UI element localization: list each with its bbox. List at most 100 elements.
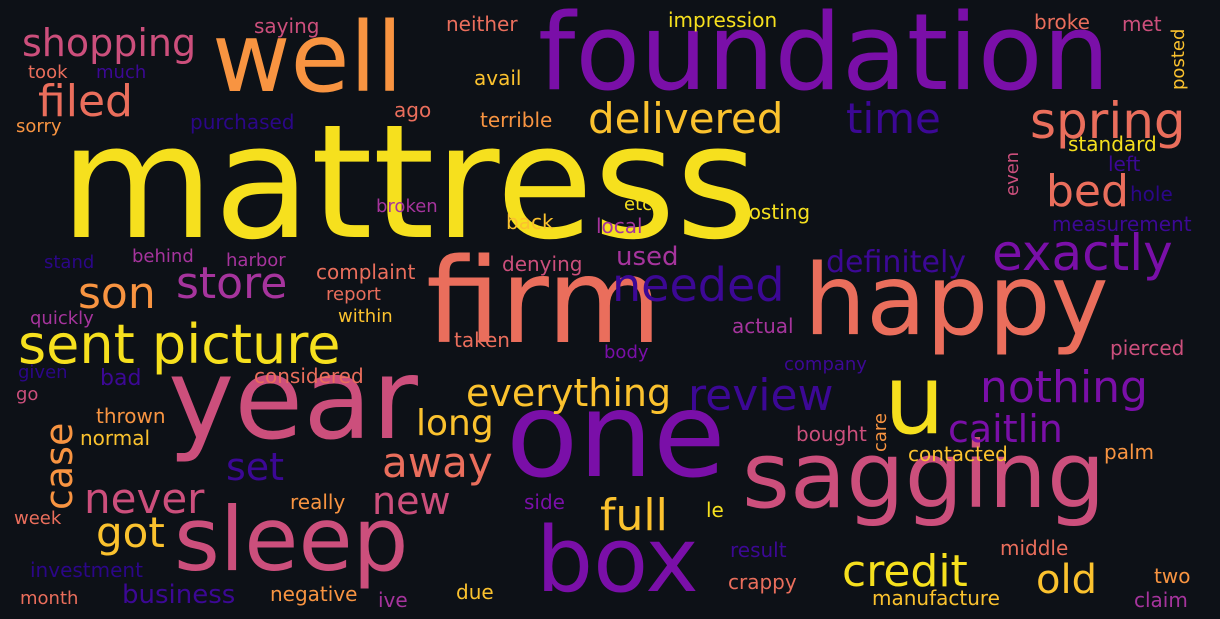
word-due: due [456,580,494,604]
word-met: met [1122,12,1162,36]
word-one: one [506,366,726,504]
word-sleep: sleep [174,488,409,591]
word-saying: saying [254,14,320,38]
word-posting: posting [736,200,811,224]
word-report: report [326,284,381,305]
word-behind: behind [132,246,194,267]
word-long: long [416,403,494,444]
word-u: u [884,344,945,456]
word-palm: palm [1104,440,1154,464]
word-contacted: contacted [908,442,1008,466]
word-company: company [784,354,867,375]
word-happy: happy [804,244,1109,358]
word-set: set [226,445,285,489]
word-side: side [524,490,565,514]
word-etc: etc [624,194,653,215]
word-really: really [290,490,346,514]
word-claim: claim [1134,588,1188,612]
word-mattress: mattress [60,91,758,275]
word-thrown: thrown [96,404,166,428]
word-considered: considered [254,364,364,388]
word-review: review [688,370,834,421]
word-middle: middle [1000,536,1069,560]
word-quickly: quickly [30,308,94,329]
word-neither: neither [446,12,518,36]
word-took: took [28,62,68,83]
word-pierced: pierced [1110,336,1185,360]
word-business: business [122,580,236,610]
word-denying: denying [502,252,583,276]
word-away: away [382,438,493,487]
word-everything: everything [466,371,672,415]
word-body: body [604,342,649,363]
word-caitlin: caitlin [948,407,1063,451]
word-avail: avail [474,66,522,90]
word-go: go [16,384,39,405]
word-actual: actual [732,314,794,338]
word-sorry: sorry [16,116,62,137]
word-two: two [1154,564,1191,588]
word-taken: taken [454,328,510,352]
word-result: result [730,538,787,562]
word-never: never [84,474,205,523]
word-used: used [616,242,679,272]
word-full: full [600,490,668,541]
word-filed: filed [38,76,133,127]
word-impression: impression [668,8,778,32]
word-le: le [706,498,724,522]
word-normal: normal [80,426,151,450]
word-time: time [846,94,941,143]
word-crappy: crappy [728,570,797,594]
word-care: care [870,412,891,452]
word-delivered: delivered [588,94,784,143]
word-sagging: sagging [742,422,1106,529]
word-bed: bed [1046,166,1129,217]
word-bought: bought [796,422,867,446]
word-measurement: measurement [1052,212,1192,236]
word-investment: investment [30,558,143,582]
word-new: new [372,479,451,523]
word-well: well [212,2,403,114]
word-purchased: purchased [190,110,295,134]
word-given: given [18,362,68,383]
word-sent-picture: sent picture [18,313,341,376]
word-month: month [20,588,79,609]
word-exactly: exactly [992,224,1173,282]
word-within: within [338,306,393,327]
word-standard: standard [1068,132,1157,156]
word-stand: stand [44,252,95,273]
word-box: box [536,508,699,613]
word-shopping: shopping [22,21,197,65]
word-harbor: harbor [226,250,286,271]
word-store: store [176,258,288,309]
word-even: even [1002,151,1023,196]
word-firm: firm [426,232,662,370]
word-son: son [78,268,156,319]
word-year: year [168,335,418,465]
word-bad: bad [100,366,142,391]
word-spring: spring [1030,92,1186,150]
word-old: old [1036,557,1097,603]
word-nothing: nothing [980,362,1148,413]
word-terrible: terrible [480,108,553,132]
word-manufacture: manufacture [872,586,1000,610]
word-much: much [96,62,147,83]
word-broken: broken [376,196,438,217]
word-back: back [506,210,554,234]
word-left: left [1108,152,1141,176]
word-negative: negative [270,582,358,606]
word-credit: credit [842,546,968,597]
word-hole: hole [1130,182,1173,206]
word-case: case [37,422,81,510]
word-foundation: foundation [538,0,1110,114]
word-got: got [96,508,165,557]
word-ago: ago [394,98,432,122]
word-week: week [14,508,62,529]
word-broke: broke [1034,10,1090,34]
word-complaint: complaint [316,260,416,284]
word-definitely: definitely [826,245,967,280]
word-needed: needed [612,258,785,312]
word-posted: posted [1168,28,1189,90]
word-local: local [596,214,643,238]
